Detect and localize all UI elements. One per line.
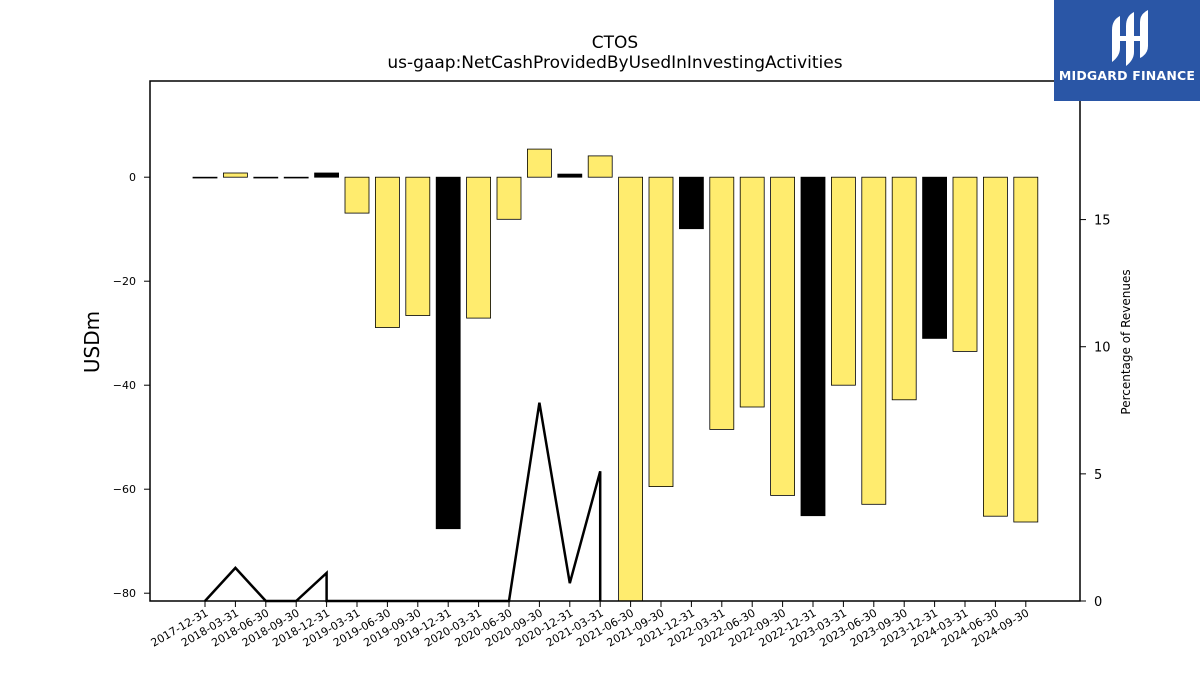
ratio-line-group [204, 402, 602, 603]
bar-2018-12-31 [314, 172, 340, 178]
bar-2019-03-31 [344, 176, 370, 214]
bar-2019-06-30 [374, 176, 400, 328]
x-axis: 2017-12-312018-03-312018-06-302018-09-30… [149, 601, 1031, 650]
midgard-logo-icon [1112, 10, 1148, 66]
y-axis: 0 −20 −40 −60 −80 [113, 171, 150, 600]
y2-axis-label: Percentage of Revenues [1119, 269, 1133, 414]
bar-2022-06-30 [739, 176, 765, 408]
bar-2020-12-31 [557, 173, 583, 178]
bar-2021-12-31 [679, 176, 704, 230]
bar-2021-09-30 [648, 176, 674, 487]
bars [192, 148, 1039, 602]
y-tick-label: −60 [113, 483, 136, 496]
y2-tick-label: 0 [1094, 595, 1102, 610]
bar-2024-06-30 [983, 176, 1008, 517]
bar-2019-12-31 [435, 176, 461, 530]
bar-2018-09-30 [283, 176, 309, 179]
ratio-line [204, 402, 602, 603]
bar-2024-09-30 [1013, 176, 1039, 523]
bar-2022-09-30 [770, 176, 795, 496]
bar-2019-09-30 [405, 176, 431, 316]
bar-2023-03-31 [831, 176, 856, 386]
y2-tick-label: 15 [1094, 214, 1111, 229]
y-axis-label: USDm [80, 311, 104, 373]
y-tick-label: 0 [129, 171, 136, 184]
y2-tick-label: 10 [1094, 341, 1111, 356]
bar-2018-03-31 [222, 172, 248, 178]
bar-2022-03-31 [709, 176, 735, 430]
bar-2023-09-30 [891, 176, 917, 401]
bar-2021-06-30 [618, 176, 643, 602]
logo-text: MIDGARD FINANCE [1058, 68, 1196, 83]
plot-frame [149, 80, 1081, 602]
bar-2020-09-30 [527, 148, 552, 178]
bar-2021-03-31 [587, 155, 613, 178]
y-tick-label: −80 [113, 587, 136, 600]
bar-2023-12-31 [922, 176, 947, 339]
bar-2020-06-30 [496, 176, 522, 220]
y-tick-label: −40 [113, 379, 136, 392]
logo: MIDGARD FINANCE [1054, 0, 1200, 101]
bar-2024-03-31 [952, 176, 978, 352]
bar-2020-03-31 [466, 176, 492, 319]
chart-subtitle: us-gaap:NetCashProvidedByUsedInInvesting… [387, 53, 842, 73]
y-tick-label: −20 [113, 275, 136, 288]
bar-2018-06-30 [253, 176, 279, 179]
bar-2017-12-31 [192, 176, 218, 179]
bar-2023-06-30 [861, 176, 887, 505]
chart-title: CTOS [592, 33, 638, 53]
bar-2022-12-31 [800, 176, 826, 517]
y2-tick-label: 5 [1094, 468, 1102, 483]
